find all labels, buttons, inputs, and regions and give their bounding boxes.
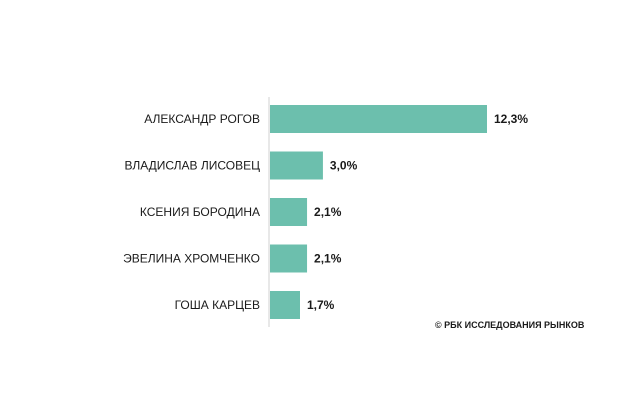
source-credit: © РБК ИССЛЕДОВАНИЯ РЫНКОВ (435, 320, 585, 330)
value-label: 2,1% (314, 205, 342, 219)
category-label: ЭВЕЛИНА ХРОМЧЕНКО (123, 252, 260, 266)
category-label: АЛЕКСАНДР РОГОВ (144, 112, 260, 126)
bar (270, 105, 487, 133)
value-label: 2,1% (314, 252, 342, 266)
bar (270, 198, 308, 226)
value-label: 12,3% (494, 112, 528, 126)
bar (270, 244, 308, 273)
bar (270, 151, 323, 180)
category-label: КСЕНИЯ БОРОДИНА (140, 205, 260, 219)
category-label: ГОША КАРЦЕВ (175, 298, 260, 312)
value-label: 1,7% (307, 298, 335, 312)
bar (270, 291, 300, 319)
category-label: ВЛАДИСЛАВ ЛИСОВЕЦ (124, 159, 260, 173)
value-label: 3,0% (330, 159, 358, 173)
